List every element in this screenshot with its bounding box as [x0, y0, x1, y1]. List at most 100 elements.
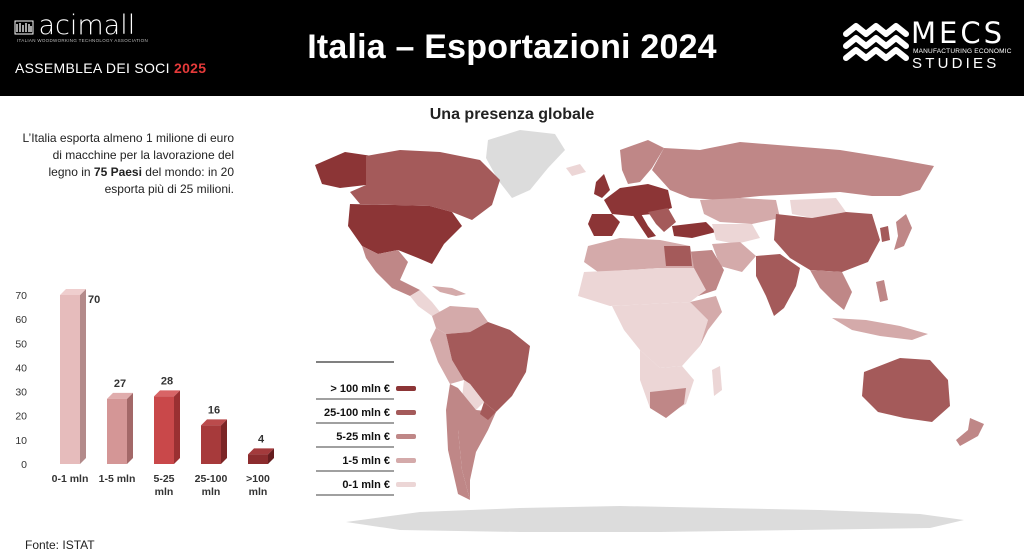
map-se-asia: [810, 270, 852, 310]
intro-text-2: del mondo: in 20 esporta più di 25 milio…: [104, 165, 234, 196]
bar: [154, 396, 174, 464]
map-mongolia: [790, 198, 846, 218]
map-antarctica: [346, 506, 964, 532]
bar: [201, 425, 221, 464]
mecs-logo: MECS MANUFACTURING ECONOMIC STUDIES: [842, 16, 1012, 76]
map-caribbean: [432, 286, 466, 296]
map-scandinavia: [620, 140, 664, 184]
map-central-america: [410, 290, 440, 316]
bar: [60, 295, 80, 464]
legend-swatch: [396, 410, 416, 415]
map-japan: [894, 214, 912, 250]
map-chile: [446, 384, 470, 500]
bar-side: [268, 448, 274, 464]
map-central-africa: [612, 302, 708, 368]
bar-value-label: 4: [258, 433, 265, 445]
map-turkey: [672, 222, 716, 238]
y-tick-label: 40: [15, 362, 27, 374]
bar: [107, 398, 127, 464]
intro-paragraph: L’Italia esporta almeno 1 milione di eur…: [20, 130, 234, 198]
intro-text-1: L’Italia esporta almeno 1 milione di eur…: [22, 131, 234, 179]
x-tick-label: mln: [249, 486, 268, 498]
bar-side: [127, 392, 133, 464]
map-italy: [632, 212, 656, 238]
y-tick-label: 20: [15, 411, 27, 423]
bar: [248, 454, 268, 464]
map-australia: [862, 358, 950, 422]
bar-top: [248, 448, 274, 455]
x-tick-label: 5-25: [153, 473, 174, 485]
map-arabia: [686, 250, 724, 296]
mecs-tagline: MANUFACTURING ECONOMIC: [913, 48, 1012, 55]
map-kazakhstan: [700, 198, 780, 224]
map-south-africa: [650, 388, 686, 418]
legend-swatch: [396, 386, 416, 391]
map-uruguay: [480, 402, 496, 420]
bar-side: [80, 289, 86, 464]
legend-label: 0-1 mln €: [342, 479, 390, 491]
map-korea: [880, 226, 890, 242]
map-colombia-venezuela: [432, 306, 488, 334]
map-brazil: [446, 322, 530, 412]
legend-label: 1-5 mln €: [342, 455, 390, 467]
bar-top: [154, 390, 180, 397]
event-label: ASSEMBLEA DEI SOCI 2025: [15, 60, 206, 76]
y-tick-label: 70: [15, 290, 27, 302]
legend-swatch: [396, 434, 416, 439]
map-subtitle: Una presenza globale: [429, 106, 595, 123]
mecs-wordmark: MECS: [911, 16, 1006, 50]
map-north-africa: [584, 238, 694, 272]
map-sahel: [578, 268, 706, 306]
map-india: [756, 254, 800, 316]
map-madagascar: [712, 366, 722, 396]
x-tick-label: 0-1 mln: [52, 473, 89, 485]
map-egypt: [664, 246, 692, 266]
map-canada: [350, 150, 500, 220]
map-indonesia: [832, 318, 928, 340]
x-tick-label: mln: [202, 486, 221, 498]
acimall-wordmark: acimall: [38, 10, 136, 41]
map-alaska: [315, 152, 372, 188]
header-banner: acimall ITALIAN WOODWORKING TECHNOLOGY A…: [0, 0, 1024, 96]
legend-swatch: [396, 482, 416, 487]
y-tick-label: 30: [15, 387, 27, 399]
page-title: Italia – Esportazioni 2024: [307, 28, 717, 66]
y-tick-label: 60: [15, 314, 27, 326]
y-tick-label: 10: [15, 435, 27, 447]
acimall-emblem-icon: [14, 20, 34, 34]
map-iran: [712, 242, 756, 272]
legend-label: 5-25 mln €: [336, 431, 390, 443]
bar-value-label: 70: [88, 294, 100, 306]
bar-side: [221, 419, 227, 464]
map-iberia: [588, 214, 620, 236]
map-argentina: [458, 388, 496, 500]
map-greenland: [486, 130, 565, 198]
legend-label: > 100 mln €: [330, 383, 390, 395]
mecs-tagline-studies: STUDIES: [912, 55, 1000, 72]
map-usa: [348, 204, 462, 264]
map-russia: [652, 142, 934, 200]
map-iceland: [566, 164, 586, 176]
map-new-zealand: [956, 418, 984, 446]
event-year: 2025: [174, 60, 207, 76]
legend-label: 25-100 mln €: [324, 407, 390, 419]
bar-top: [201, 419, 227, 426]
event-name: ASSEMBLEA DEI SOCI: [15, 60, 170, 76]
bar-value-label: 27: [114, 378, 126, 390]
bar-value-label: 28: [161, 375, 173, 387]
bar-value-label: 16: [208, 404, 220, 416]
map-balkans: [648, 208, 676, 232]
map-mexico: [362, 246, 420, 296]
bar-side: [174, 390, 180, 464]
x-tick-label: >100: [246, 473, 270, 485]
source-note: Fonte: ISTAT: [25, 538, 95, 552]
map-europe-core: [604, 184, 672, 216]
intro-highlight: 75 Paesi: [93, 165, 142, 179]
map-central-asia: [712, 224, 760, 244]
y-tick-label: 0: [21, 459, 27, 471]
acimall-logo: acimall: [14, 10, 135, 41]
x-tick-label: 25-100: [195, 473, 228, 485]
map-southern-africa: [640, 350, 694, 416]
map-uk: [594, 174, 610, 198]
map-philippines: [876, 280, 888, 302]
